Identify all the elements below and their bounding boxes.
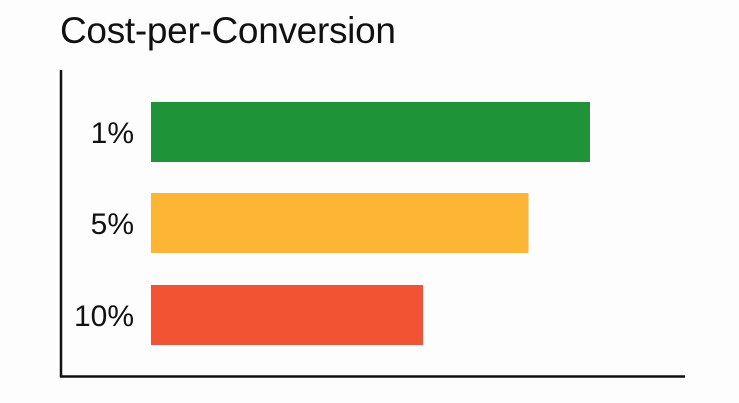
bar-1pct (151, 102, 590, 162)
category-label: 1% (91, 117, 134, 150)
category-label: 10% (74, 300, 134, 333)
chart-title: Cost-per-Conversion (60, 10, 396, 51)
bar-5pct (151, 193, 529, 253)
bar-10pct (151, 285, 424, 345)
category-label: 5% (91, 208, 134, 241)
